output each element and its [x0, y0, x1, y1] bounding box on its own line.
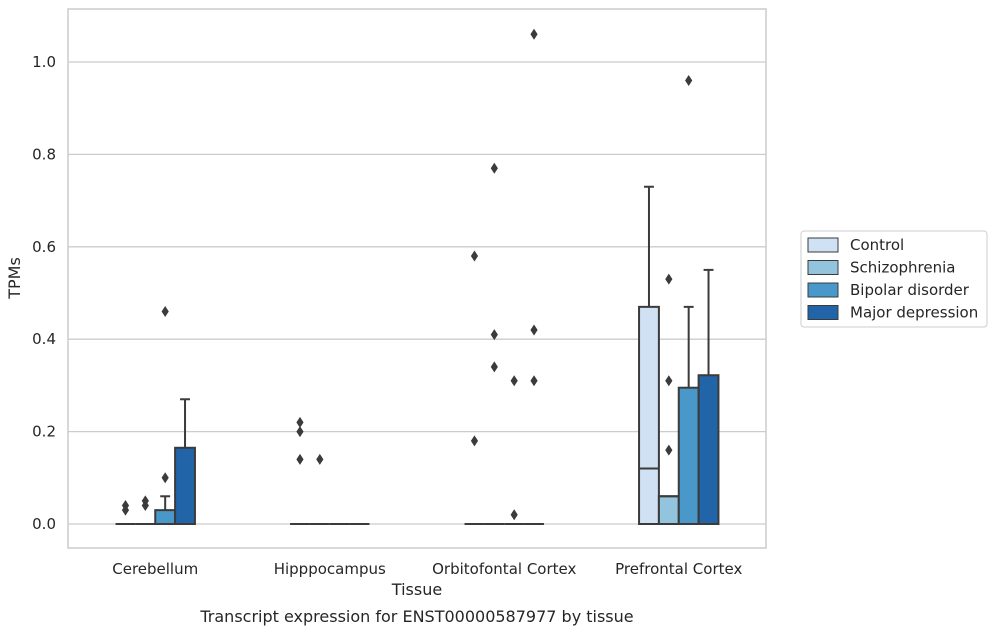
box-0-3: [174, 398, 196, 525]
x-tick-label: Cerebellum: [112, 560, 198, 578]
outlier-point: [510, 509, 518, 521]
legend-label: Schizophrenia: [850, 259, 955, 277]
legend-swatch: [807, 237, 839, 253]
legend: Control Schizophrenia Bipolar disorder Majo…: [800, 230, 988, 328]
outlier-point: [121, 500, 130, 512]
outliers-layer: [121, 28, 693, 521]
outlier-point: [470, 250, 479, 262]
box-3-0: [638, 185, 660, 525]
outlier-point: [530, 324, 538, 336]
x-tick-label: Hipppocampus: [274, 560, 386, 578]
outlier-point: [490, 361, 498, 373]
outlier-point: [316, 453, 324, 465]
legend-swatch: [807, 282, 839, 298]
box-rect: [638, 305, 660, 525]
outlier-point: [490, 162, 498, 174]
y-tick-label: 0.8: [32, 145, 56, 163]
legend-label: Control: [850, 236, 904, 254]
outlier-point: [685, 74, 693, 86]
box-rect: [697, 374, 720, 525]
outlier-point: [141, 495, 149, 507]
box-3-3: [697, 268, 720, 525]
y-tick-label: 0.6: [32, 238, 56, 256]
outlier-point: [665, 375, 673, 387]
outlier-point: [296, 453, 304, 465]
y-tick-label: 1.0: [32, 53, 56, 71]
outlier-point: [530, 375, 538, 387]
y-tick-label: 0.0: [32, 515, 56, 533]
x-axis-ticks: Cerebellum Hipppocampus Orbitofontal Corte…: [112, 560, 742, 578]
outlier-point: [296, 416, 304, 428]
box-rect: [657, 495, 680, 525]
legend-swatch: [807, 260, 839, 275]
outlier-point: [161, 472, 169, 484]
legend-frame: [800, 230, 988, 328]
outlier-point: [161, 305, 169, 317]
y-axis-ticks: 0.0 0.2 0.4 0.6 0.8 1.0: [32, 53, 56, 533]
outlier-point: [470, 435, 479, 447]
box-rect: [174, 446, 196, 525]
plot-frame: [67, 8, 767, 549]
box-0-2: [154, 495, 177, 526]
x-axis-label: Tissue: [391, 580, 442, 599]
x-tick-label: Orbitofontal Cortex: [432, 560, 576, 578]
legend-label: Major depression: [850, 304, 978, 322]
chart-caption: Transcript expression for ENST0000058797…: [199, 607, 633, 626]
x-tick-label: Prefrontal Cortex: [615, 560, 742, 578]
outlier-point: [490, 329, 498, 341]
y-axis-label: TPMs: [5, 257, 24, 300]
outlier-point: [665, 444, 673, 456]
box-rect: [154, 509, 177, 526]
boxes-layer: [115, 185, 720, 526]
y-tick-label: 0.2: [32, 423, 56, 441]
outlier-point: [530, 28, 538, 40]
legend-label: Bipolar disorder: [850, 281, 970, 299]
legend-swatch: [807, 305, 839, 320]
box-rect: [677, 386, 700, 525]
box-3-1: [657, 495, 680, 525]
outlier-point: [510, 375, 518, 387]
y-tick-label: 0.4: [32, 330, 56, 348]
outlier-point: [665, 273, 673, 285]
outlier-point: [296, 426, 304, 438]
